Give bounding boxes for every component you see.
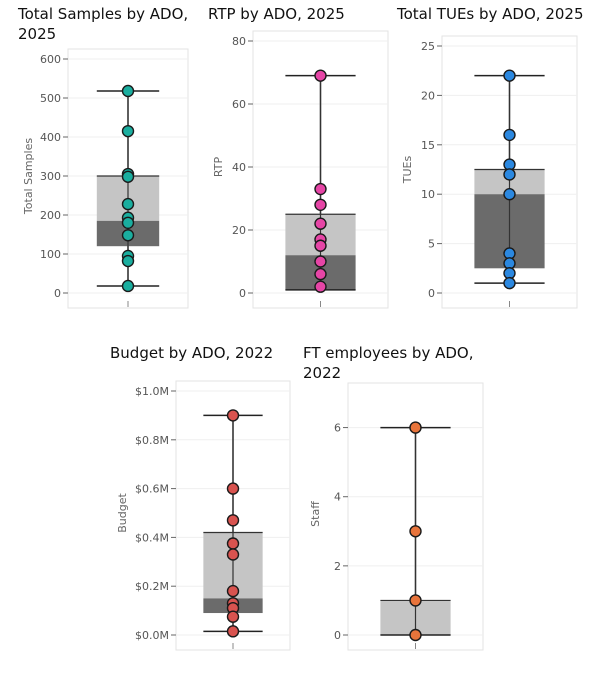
- chart-title: FT employees by ADO, 2022: [303, 344, 474, 382]
- y-tick-label: 60: [232, 98, 246, 111]
- plot-frame: [67, 48, 189, 309]
- data-point: [409, 594, 422, 607]
- y-tick-label: 20: [421, 89, 435, 102]
- y-tick-label: 0: [428, 287, 435, 300]
- data-point: [503, 69, 516, 82]
- total-samples-chart: Total Samples by ADO, 2025 0 100 200 300 400…: [18, 4, 198, 314]
- y-tick-label: 25: [421, 40, 435, 53]
- data-point: [121, 84, 135, 98]
- data-point: [314, 239, 327, 252]
- y-tick-label: 0: [54, 287, 61, 300]
- data-point: [409, 421, 422, 434]
- y-tick-label: 80: [232, 35, 246, 48]
- chart-title: RTP by ADO, 2025: [208, 5, 345, 23]
- y-axis-label: RTP: [212, 157, 225, 178]
- data-point: [314, 217, 327, 230]
- data-point: [226, 625, 240, 638]
- y-tick-label: 20: [232, 224, 246, 237]
- data-point: [314, 255, 327, 268]
- chart-title: Total TUEs by ADO, 2025: [397, 5, 584, 23]
- box-plot: $0.0M $0.2M $0.4M $0.6M $0.8M $1.0M Budget: [116, 380, 291, 651]
- data-point: [121, 279, 135, 293]
- data-point: [226, 514, 240, 527]
- data-point: [314, 267, 327, 281]
- y-tick-label: 2: [334, 560, 341, 573]
- data-point: [226, 610, 240, 623]
- y-tick-label: 0: [334, 629, 341, 642]
- box-plot: 0 100 200 300 400 500 600 Total Samples: [22, 48, 189, 309]
- y-axis-label: Total Samples: [22, 138, 35, 215]
- y-axis-label: Budget: [116, 493, 129, 533]
- box-plot: 0 20 40 60 80 RTP: [212, 30, 389, 309]
- y-tick-label: $1.0M: [135, 385, 169, 398]
- y-tick-label: 300: [40, 170, 61, 183]
- y-tick-label: $0.6M: [135, 483, 169, 496]
- data-point: [409, 525, 422, 538]
- data-point: [226, 409, 240, 422]
- data-point: [314, 198, 327, 212]
- data-point: [314, 280, 327, 293]
- data-point: [409, 628, 422, 642]
- y-tick-label: $0.0M: [135, 629, 169, 642]
- data-point: [121, 124, 135, 138]
- y-tick-label: $0.2M: [135, 580, 169, 593]
- data-point: [503, 168, 516, 181]
- plot-frame: [347, 382, 484, 651]
- y-tick-label: 5: [428, 238, 435, 251]
- y-axis-label: Staff: [309, 501, 322, 527]
- y-tick-label: 600: [40, 53, 61, 66]
- y-tick-label: 200: [40, 209, 61, 222]
- plot-frame: [175, 380, 291, 651]
- data-point: [226, 584, 240, 598]
- box-plot: 0 2 4 6 Staff: [309, 382, 484, 651]
- data-point: [226, 482, 240, 495]
- budget-chart: Budget by ADO, 2022 $0.0M $0.2M $0.4M $0.6M…: [110, 343, 295, 678]
- data-point: [121, 254, 135, 268]
- data-point: [314, 69, 327, 82]
- y-tick-label: 10: [421, 188, 435, 201]
- y-tick-label: 0: [239, 287, 246, 300]
- data-point: [503, 276, 516, 290]
- chart-title: Budget by ADO, 2022: [110, 344, 274, 362]
- rtp-chart: RTP by ADO, 2025 0 20 40 60 80 RTP: [208, 4, 389, 314]
- total-tues-chart: Total TUEs by ADO, 2025 0 5 10 15 20 25 TUEs: [397, 4, 592, 314]
- ft-employees-chart: FT employees by ADO, 2022 0 2 4 6 Staff: [303, 343, 488, 678]
- data-point: [121, 216, 135, 230]
- y-tick-label: 15: [421, 139, 435, 152]
- y-axis-label: TUEs: [401, 156, 414, 185]
- data-point: [503, 128, 516, 142]
- y-tick-label: 4: [334, 491, 341, 504]
- plot-frame: [252, 30, 389, 309]
- data-point: [226, 537, 240, 550]
- y-tick-label: 400: [40, 131, 61, 144]
- y-tick-label: 40: [232, 161, 246, 174]
- y-tick-label: 100: [40, 248, 61, 261]
- plot-frame: [441, 35, 578, 309]
- y-tick-label: $0.8M: [135, 434, 169, 447]
- y-tick-label: 6: [334, 422, 341, 435]
- data-point: [121, 229, 135, 242]
- data-point: [121, 170, 135, 183]
- data-point: [121, 197, 135, 211]
- chart-title: Total Samples by ADO, 2025: [18, 5, 189, 43]
- y-tick-label: 500: [40, 92, 61, 105]
- data-point: [314, 182, 327, 196]
- data-point: [226, 548, 240, 561]
- data-point: [503, 187, 516, 201]
- y-tick-label: $0.4M: [135, 531, 169, 544]
- box-plot: 0 5 10 15 20 25 TUEs: [401, 35, 578, 309]
